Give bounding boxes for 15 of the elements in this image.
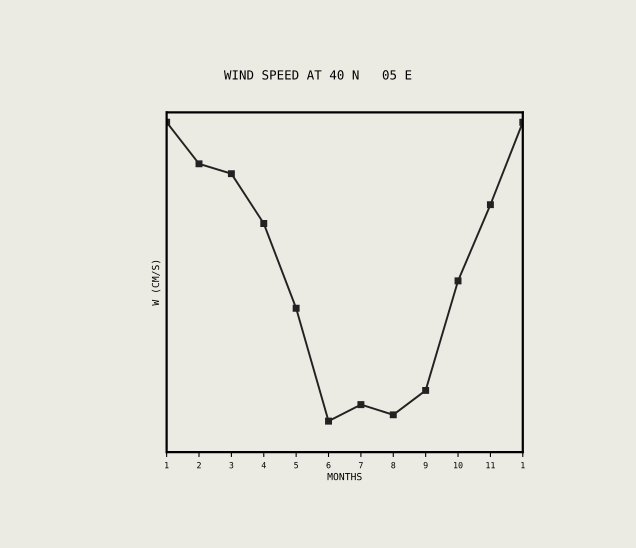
x-tick-label: 10 (454, 462, 463, 468)
x-tick-label: 6 (326, 462, 330, 468)
x-tick-label: 4 (262, 462, 266, 468)
x-tick-label: 1 (165, 462, 169, 468)
x-tick-label: 7 (358, 462, 363, 468)
x-tick-label: 1 (521, 462, 525, 468)
x-tick-label: 11 (486, 462, 495, 468)
chart-title: WIND SPEED AT 40 N 05 E (224, 70, 412, 80)
x-axis-title: MONTHS (328, 472, 362, 480)
x-tick-label: 8 (391, 462, 396, 468)
x-tick-label: 5 (294, 462, 298, 468)
x-tick-label: 9 (424, 462, 428, 468)
y-axis-title: W (CM/S) (152, 260, 160, 306)
x-tick-label: 3 (229, 462, 234, 468)
x-tick-label: 2 (197, 462, 201, 468)
